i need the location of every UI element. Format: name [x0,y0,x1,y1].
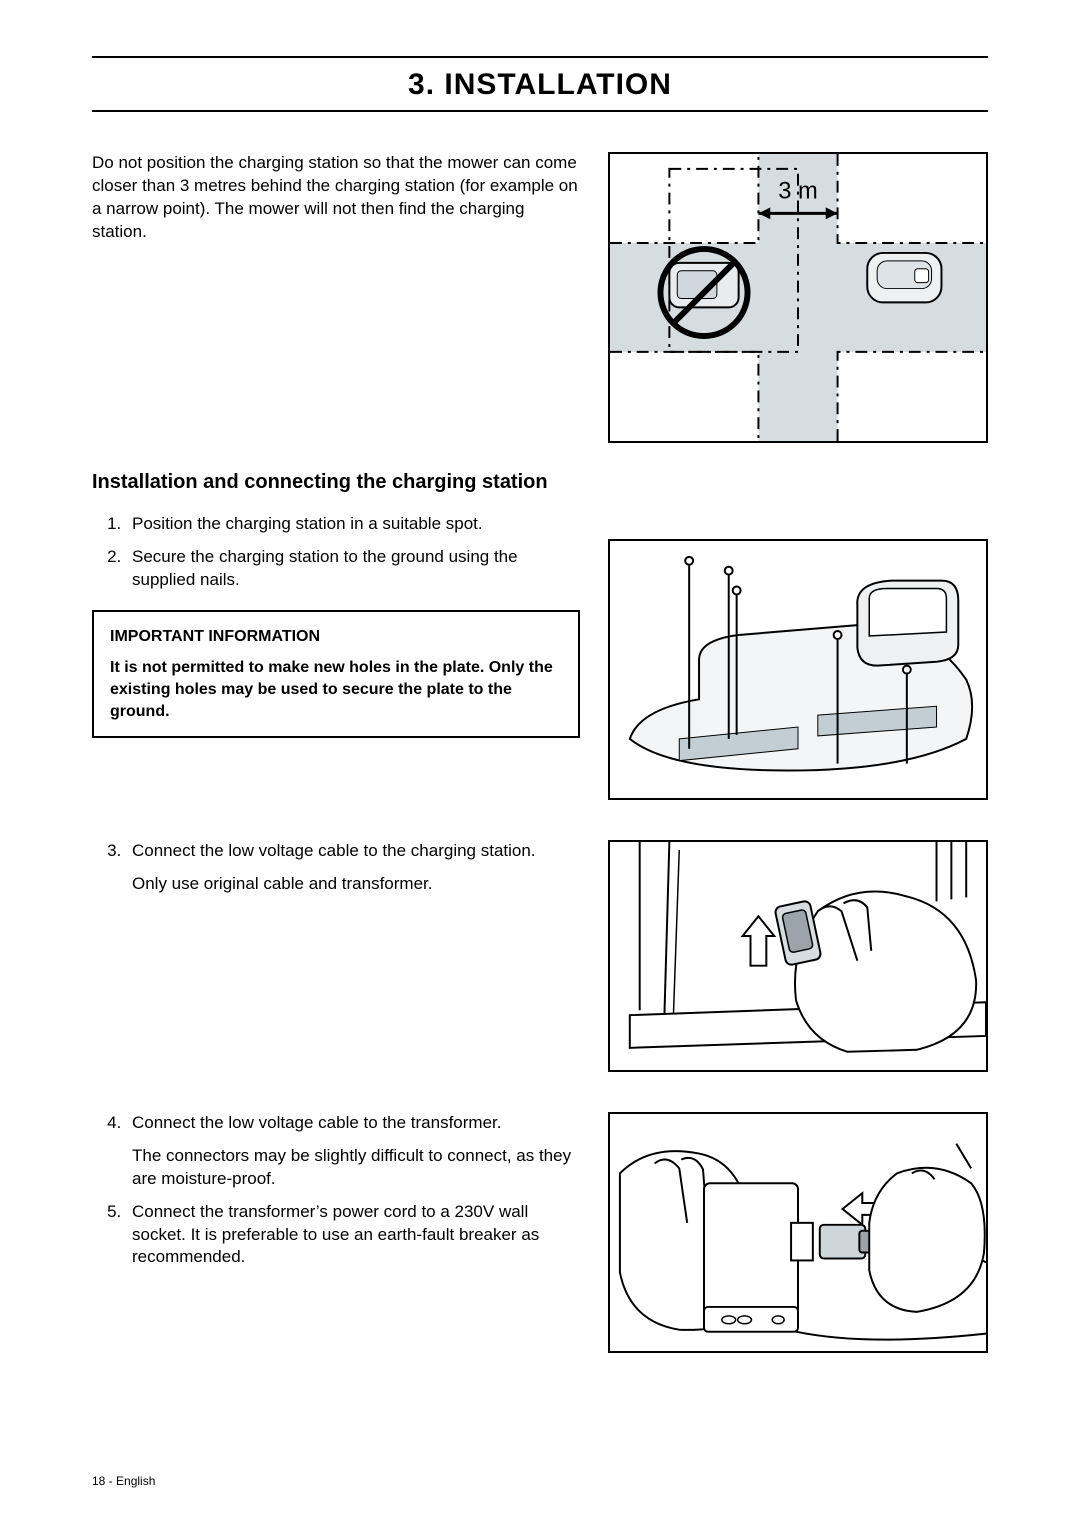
row-step-3: Connect the low voltage cable to the cha… [92,840,988,1072]
steps-list-a: Position the charging station in a suita… [92,513,580,592]
step-3: Connect the low voltage cable to the cha… [126,840,580,896]
figure-4-svg [610,1114,986,1351]
steps-list-b: Connect the low voltage cable to the cha… [92,840,580,896]
arrow-up-icon [743,916,775,965]
connector-icon [774,900,821,965]
intro-paragraph: Do not position the charging station so … [92,152,580,244]
step-4: Connect the low voltage cable to the tra… [126,1112,580,1191]
figure-2-svg [610,541,986,798]
figure-2 [608,539,988,800]
step-4-sub: The connectors may be slightly difficult… [132,1145,580,1191]
figure-3 [608,840,988,1072]
title-rule [92,110,988,112]
step-1: Position the charging station in a suita… [126,513,580,536]
page-footer: 18 - English [92,1474,155,1488]
figure-1-label: 3 m [778,179,818,205]
hand-icon [795,892,976,1052]
info-box-body: It is not permitted to make new holes in… [110,657,562,722]
row-step-4-5: Connect the low voltage cable to the tra… [92,1112,988,1353]
step-5: Connect the transformer’s power cord to … [126,1201,580,1270]
figure-4 [608,1112,988,1353]
important-info-box: IMPORTANT INFORMATION It is not permitte… [92,610,580,738]
steps-list-c: Connect the low voltage cable to the tra… [92,1112,580,1270]
step-3-sub: Only use original cable and transformer. [132,873,580,896]
page: 3. INSTALLATION Do not position the char… [0,0,1080,1393]
figure-1-svg: 3 m [610,154,986,441]
right-hand-icon [869,1168,985,1312]
section-heading: Installation and connecting the charging… [92,469,580,495]
step-2: Secure the charging station to the groun… [126,546,580,592]
figure-3-svg [610,842,986,1070]
row-intro: Do not position the charging station so … [92,152,988,443]
chapter-title: 3. INSTALLATION [92,58,988,110]
figure-1: 3 m [608,152,988,443]
station-icon [857,581,958,666]
info-box-title: IMPORTANT INFORMATION [110,626,562,648]
row-steps-1-2: Installation and connecting the charging… [92,469,988,800]
mower-icon [867,253,941,302]
